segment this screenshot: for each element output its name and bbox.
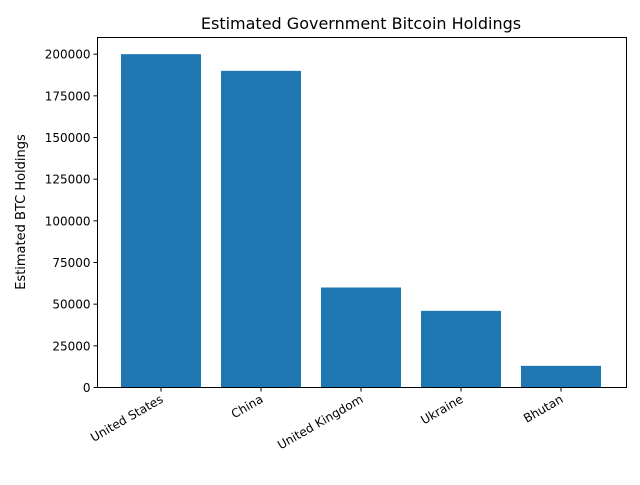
- x-tick-label: United States: [88, 392, 165, 445]
- x-tick-label: Bhutan: [521, 392, 565, 426]
- y-tick-label: 75000: [52, 256, 90, 270]
- bar-china: [221, 70, 301, 388]
- bar-united-kingdom: [321, 287, 401, 388]
- y-tick-label: 0: [83, 381, 91, 395]
- y-tick-label: 100000: [45, 214, 91, 228]
- y-axis-label: Estimated BTC Holdings: [14, 134, 29, 290]
- x-tick-label: China: [229, 392, 266, 421]
- x-tick-label: Ukraine: [418, 392, 465, 427]
- y-tick-label: 125000: [45, 173, 91, 187]
- x-tick-label: United Kingdom: [275, 392, 365, 452]
- y-tick-label: 200000: [45, 48, 91, 62]
- y-tick-label: 175000: [45, 89, 91, 103]
- bar-bhutan: [521, 365, 601, 388]
- plot-area-frame: [97, 37, 627, 388]
- y-tick-label: 50000: [52, 298, 90, 312]
- y-tick-label: 150000: [45, 131, 91, 145]
- y-tick-label: 25000: [52, 339, 90, 353]
- chart-title: Estimated Government Bitcoin Holdings: [201, 14, 521, 33]
- bar-ukraine: [421, 310, 501, 388]
- bar-united-states: [121, 54, 201, 388]
